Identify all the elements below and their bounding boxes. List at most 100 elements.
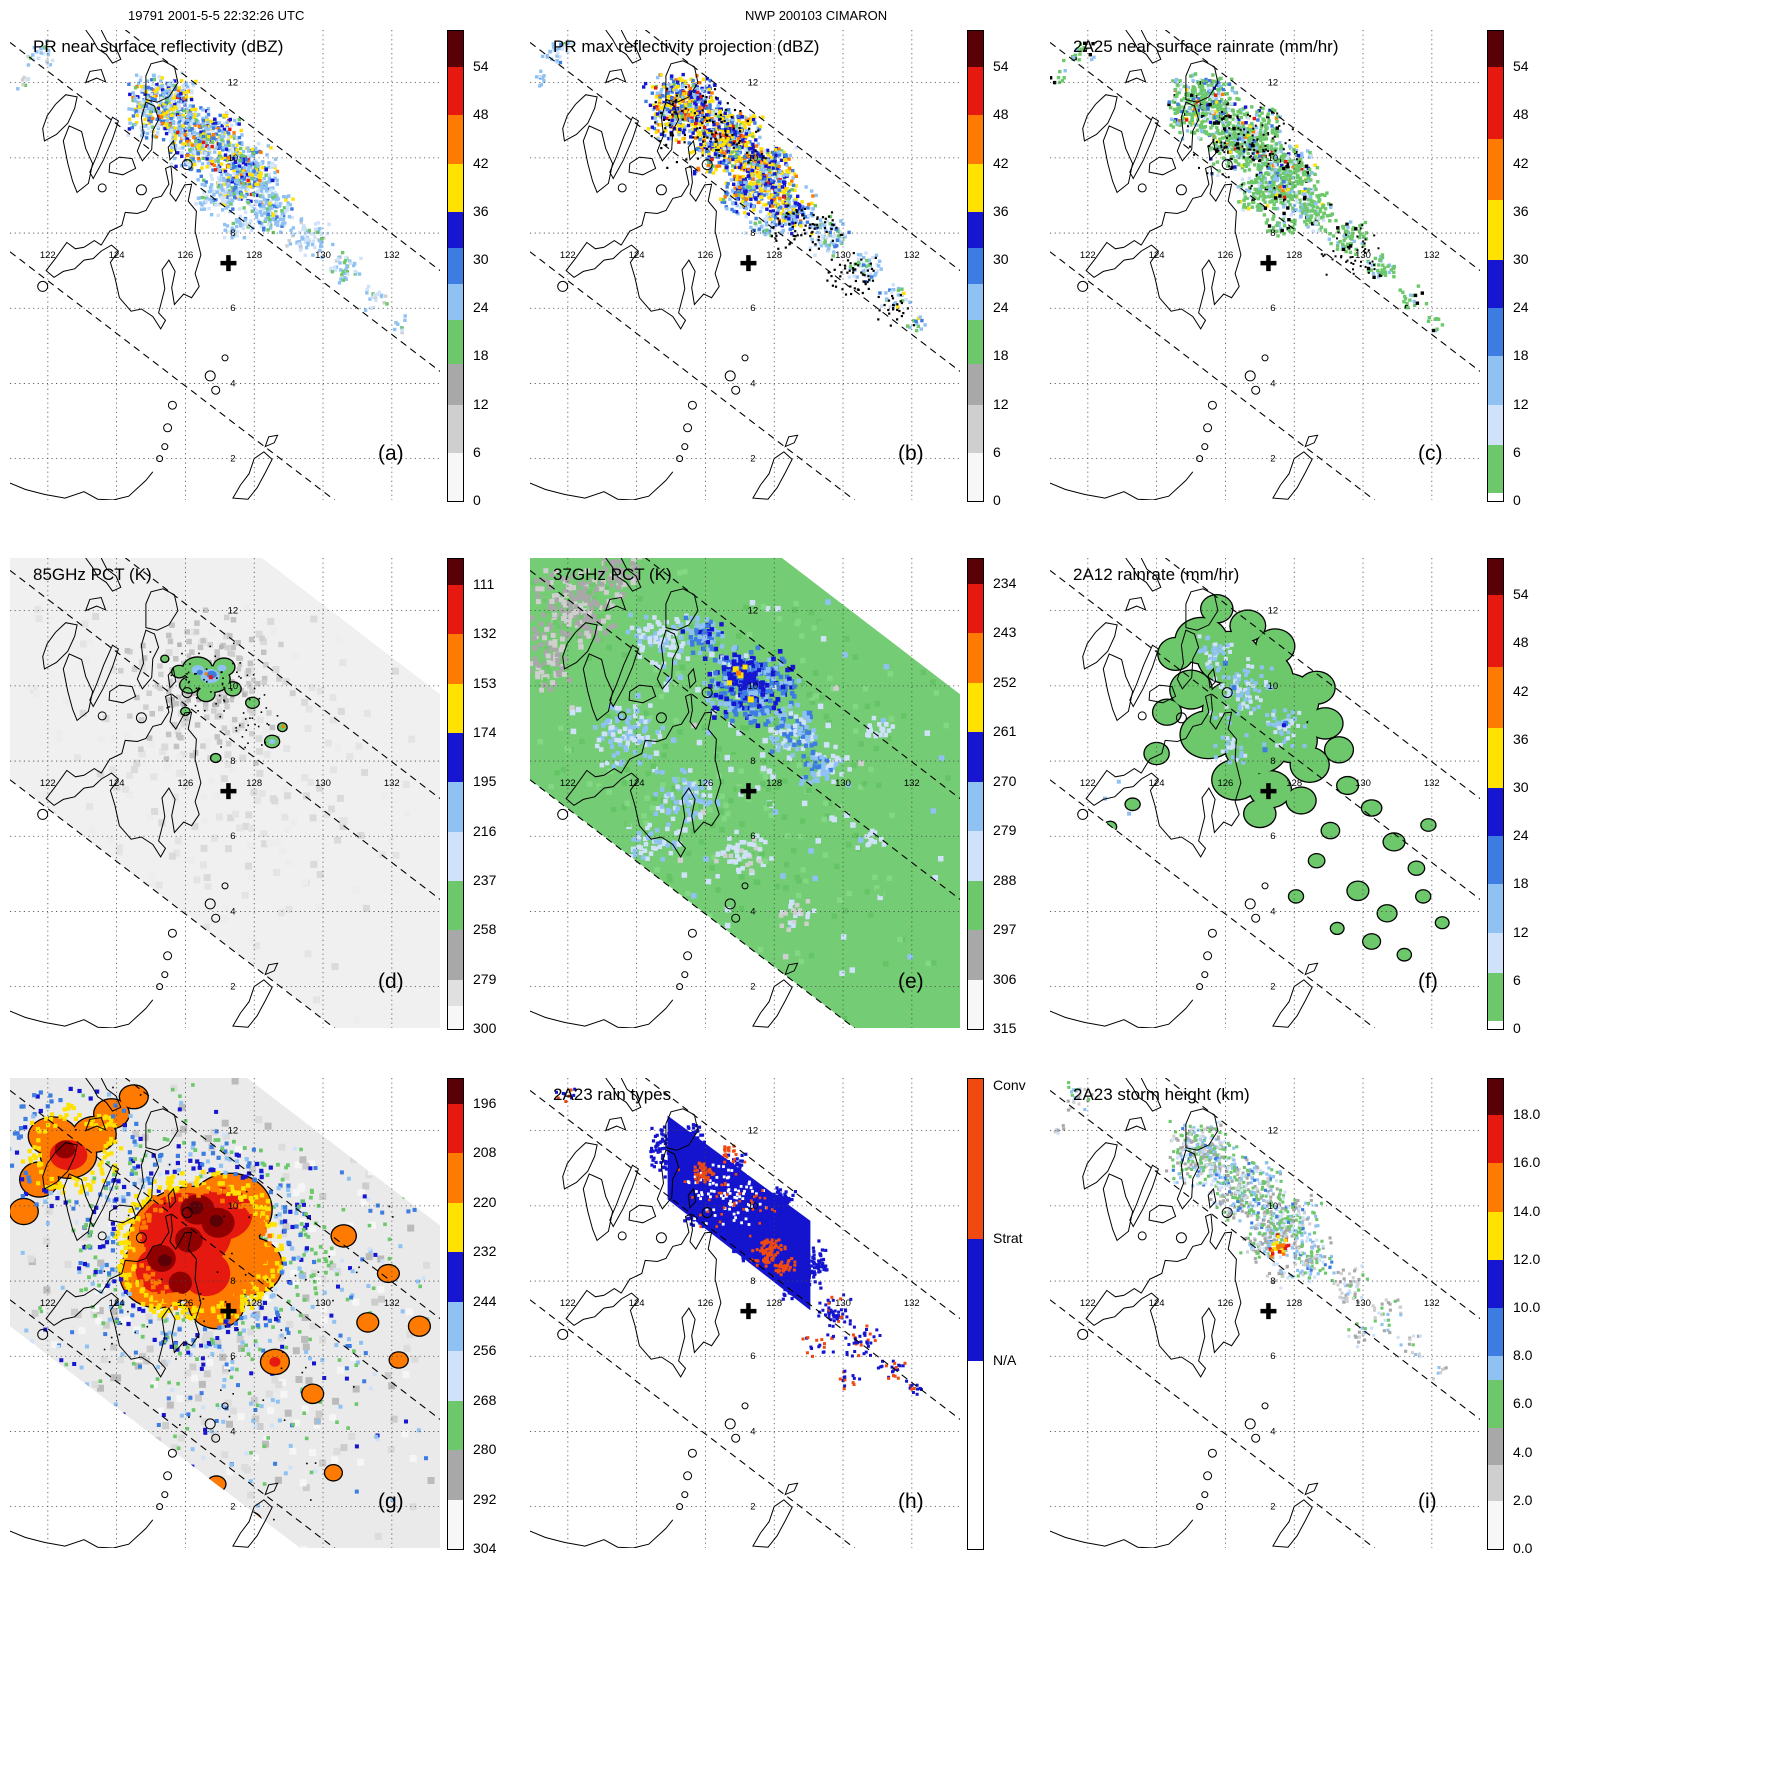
map-panel-h: 2A23 rain types 122 124 126 128 130 132 12 10 8 6… [530,1078,1050,1623]
colorbar-tick-label: 0 [1513,492,1521,508]
colorbar-tick-label: 232 [473,1243,497,1260]
storm-center-cross [220,1303,237,1320]
colorbar-segment [1488,836,1503,885]
colorbar-segment [448,979,463,1006]
colorbar-segment [448,1351,463,1401]
colorbar-tick-label: 42 [473,154,489,171]
colorbar: 54 48 42 36 30 24 18 12 6 0 [1487,558,1569,1035]
svg-text:10: 10 [228,153,239,164]
gridlines [10,558,440,1028]
colorbar-segment [448,880,463,931]
panel-letter: (e) [898,970,924,993]
svg-text:128: 128 [246,250,262,261]
storm-center-cross [1260,783,1277,800]
colorbar-segment [448,115,463,164]
svg-text:2: 2 [750,454,755,465]
colorbar-tick-label: 315 [993,1020,1017,1036]
colorbar-tick-label: 2.0 [1513,1491,1533,1508]
panel-letter: (g) [378,1490,404,1513]
data-field-b [534,41,927,333]
colorbar-segment [1488,932,1503,973]
colorbar-segment [1488,1308,1503,1357]
swath-edge-lines [10,30,440,500]
colorbar-tick-label: 12 [1513,395,1529,412]
colorbar-tick-label: 42 [993,154,1009,171]
colorbar: 234 243 252 261 270 279 288 297 306 315 [967,558,1049,1035]
colorbar-tick-label: 252 [993,673,1017,690]
colorbar-bar [1487,558,1504,1030]
colorbar-segment [968,559,983,584]
gridlines [1050,30,1480,500]
swath-edge-lines [530,30,960,500]
colorbar-tick-label: 268 [473,1391,497,1408]
gridlines [530,558,960,1028]
colorbar-segment [1488,559,1503,596]
panel-letter: (f) [1418,970,1438,993]
svg-text:4: 4 [230,378,235,389]
svg-text:130: 130 [835,250,851,261]
colorbar-segment [448,404,463,453]
gridlines [1050,558,1480,1028]
colorbar-segment [448,31,463,68]
colorbar-segment [448,1252,463,1302]
colorbar-tick-label: 279 [473,970,497,987]
colorbar-tick-label: 30 [1513,779,1529,795]
colorbar: 54 48 42 36 30 24 18 12 6 0 [1487,30,1569,507]
coastlines [1050,1078,1319,1548]
swath-edge-lines [530,1078,960,1548]
gridlines [10,1078,440,1548]
colorbar-segment [968,732,983,782]
svg-text:10: 10 [748,153,759,164]
svg-text:124: 124 [109,250,125,261]
colorbar-segment [1488,139,1503,200]
colorbar-tick-label: 6 [993,443,1001,460]
colorbar-bar [1487,1078,1504,1550]
colorbar: Conv Strat N/A [967,1078,1049,1550]
colorbar: 54 48 42 36 30 24 18 12 6 0 [967,30,1049,507]
colorbar-tick-label: 300 [473,1020,497,1036]
colorbar-segment [1488,1464,1503,1501]
colorbar-segment [968,930,983,980]
colorbar-tick-label: 216 [473,822,497,839]
colorbar-tick-label: Conv [993,1077,1026,1094]
colorbar-ticks: 54 48 42 36 30 24 18 12 6 0 [993,30,1049,507]
storm-center-cross [1260,255,1277,272]
colorbar-segment [968,211,983,248]
colorbar-tick-label: 6 [1513,443,1521,460]
gridlines [530,1078,960,1548]
colorbar-segment [968,633,983,683]
map-panel-b: PR max reflectivity projection (dBZ) 122… [530,30,1050,575]
colorbar-segment [448,782,463,832]
colorbar-segment [448,1153,463,1203]
colorbar-bar [967,30,984,502]
data-field-e [530,558,960,1028]
colorbar-segment [1488,1380,1503,1429]
colorbar-segment [448,683,463,733]
colorbar-tick-label: 0 [1513,1020,1521,1036]
colorbar-tick-label: 288 [993,871,1017,888]
colorbar-tick-label: 18 [473,347,489,364]
storm-center-cross [1260,1303,1277,1320]
colorbar-tick-label: 279 [993,822,1017,839]
data-field-i [1053,1081,1448,1381]
colorbar-segment [448,1301,463,1352]
colorbar-tick-label: 42 [1513,682,1529,699]
storm-center-cross [220,783,237,800]
colorbar-tick-label: 6 [473,443,481,460]
map-panel-a: PR near surface reflectivity (dBZ) 122 12… [10,30,530,575]
colorbar-segment [448,284,463,321]
panel-letter: (a) [378,442,404,465]
colorbar-tick-label: 48 [1513,634,1529,651]
svg-text:132: 132 [904,250,920,261]
colorbar-tick-label: 6.0 [1513,1395,1533,1412]
colorbar-bar [447,30,464,502]
svg-text:128: 128 [766,250,782,261]
colorbar-segment [448,163,463,212]
colorbar-tick-label: 256 [473,1342,497,1359]
